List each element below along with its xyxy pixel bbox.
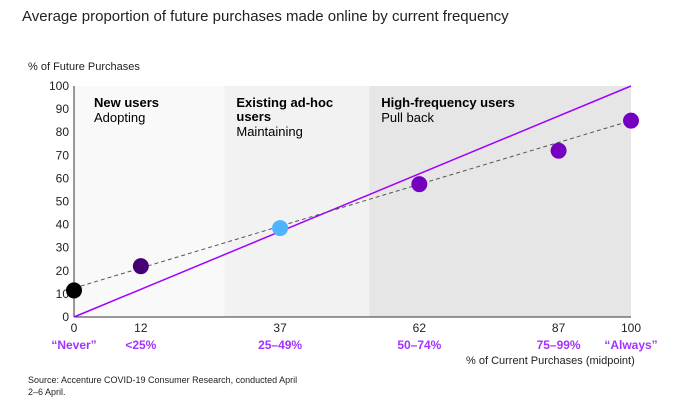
data-point-0 <box>66 282 82 299</box>
y-tick-label: 80 <box>56 125 70 139</box>
zone-title-1: Existing ad-hoc <box>236 95 333 110</box>
zone-band-0 <box>74 86 225 317</box>
x-tick-label: 37 <box>273 321 287 335</box>
x-tick-label: 87 <box>552 321 566 335</box>
y-tick-label: 100 <box>49 79 69 93</box>
x-category-label: “Never” <box>51 338 96 352</box>
zone-subtitle-2: Pull back <box>381 110 434 125</box>
x-axis-label: % of Current Purchases (midpoint) <box>466 355 635 367</box>
y-tick-label: 0 <box>62 310 69 324</box>
x-category-label: 50–74% <box>397 338 441 352</box>
source-note: Source: Accenture COVID-19 Consumer Rese… <box>28 375 298 397</box>
x-tick-label: 100 <box>621 321 641 335</box>
zone-title-0: New users <box>94 95 159 110</box>
x-category-label: “Always” <box>604 338 657 352</box>
x-category-label: 25–49% <box>258 338 302 352</box>
y-tick-label: 50 <box>56 195 70 209</box>
zone-subtitle-0: Adopting <box>94 110 145 125</box>
chart-title: Average proportion of future purchases m… <box>22 8 509 25</box>
x-tick-label: 62 <box>413 321 427 335</box>
data-point-4 <box>550 142 567 159</box>
x-category-label: <25% <box>125 338 156 352</box>
x-category-label: 75–99% <box>537 338 581 352</box>
y-tick-label: 60 <box>56 171 70 185</box>
y-tick-label: 10 <box>56 287 70 301</box>
y-tick-label: 40 <box>56 218 70 232</box>
zone-band-2 <box>369 86 631 317</box>
y-axis-label: % of Future Purchases <box>28 61 140 73</box>
y-tick-label: 20 <box>56 264 70 278</box>
data-point-3 <box>411 176 428 193</box>
x-tick-label: 12 <box>134 321 148 335</box>
trend-line <box>73 120 632 289</box>
data-point-2 <box>272 220 289 237</box>
zone-subtitle-1: Maintaining <box>236 124 303 139</box>
x-tick-label: 0 <box>71 321 78 335</box>
zone-title-2: High-frequency users <box>381 95 515 110</box>
reference-line <box>73 85 632 318</box>
y-tick-label: 90 <box>56 102 70 116</box>
y-tick-label: 70 <box>56 148 70 162</box>
zone-band-1 <box>224 86 370 317</box>
y-tick-label: 30 <box>56 241 70 255</box>
data-point-5 <box>623 112 639 129</box>
zone-title-1: users <box>236 109 271 124</box>
data-point-1 <box>132 258 149 275</box>
